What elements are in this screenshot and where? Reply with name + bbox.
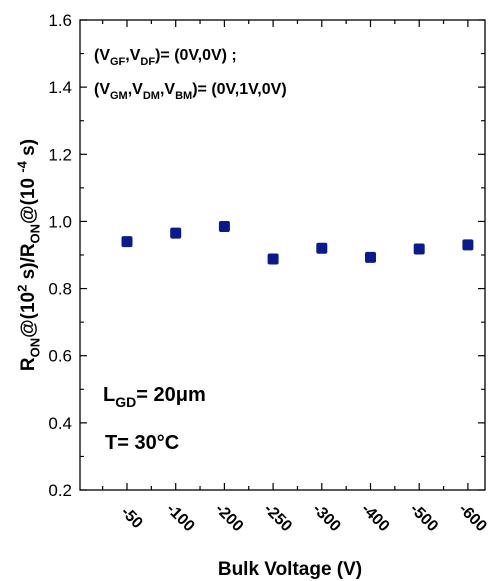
- data-point: [365, 251, 376, 263]
- y-axis-ticks: 0.2 0.4 0.6 0.8 1.0 1.2 1.4 1.6: [48, 11, 485, 500]
- annotation-forward-bias: (VGF,VDF)= (0V,0V) ;: [94, 47, 237, 68]
- data-point: [121, 236, 133, 248]
- data-point: [267, 253, 279, 265]
- y-tick-label: 1.2: [48, 145, 72, 164]
- x-axis-title: Bulk Voltage (V): [218, 559, 362, 580]
- y-tick-label: 0.8: [48, 280, 72, 299]
- x-tick-label: -100: [163, 501, 198, 536]
- y-tick-label: 0.2: [48, 481, 72, 500]
- data-point: [170, 227, 182, 239]
- annotation-temperature: T= 30°C: [105, 432, 179, 454]
- x-tick-label: -250: [260, 501, 295, 536]
- annotation-monitor-bias: (VGM,VDM,VBM)= (0V,1V,0V): [94, 81, 287, 102]
- data-series: [121, 220, 474, 265]
- y-tick-label: 1.0: [48, 212, 72, 231]
- x-tick-label: -500: [406, 501, 441, 536]
- x-tick-label: -50: [117, 504, 145, 532]
- data-point: [316, 242, 328, 254]
- x-tick-label: -200: [212, 501, 247, 536]
- x-tick-label: -300: [309, 501, 344, 536]
- data-point: [413, 243, 425, 255]
- y-tick-label: 0.4: [48, 414, 72, 433]
- y-tick-label: 1.4: [48, 78, 72, 97]
- x-tick-label: -600: [455, 501, 490, 536]
- x-tick-label: -400: [358, 501, 393, 536]
- y-axis-title: RON@(102 s)/RON@(10 -4 s): [14, 139, 42, 371]
- data-point: [462, 239, 474, 251]
- y-tick-label: 1.6: [48, 11, 72, 30]
- y-tick-label: 0.6: [48, 347, 72, 366]
- annotation-gate-drain-length: LGD= 20μm: [103, 384, 206, 410]
- data-point: [218, 220, 230, 232]
